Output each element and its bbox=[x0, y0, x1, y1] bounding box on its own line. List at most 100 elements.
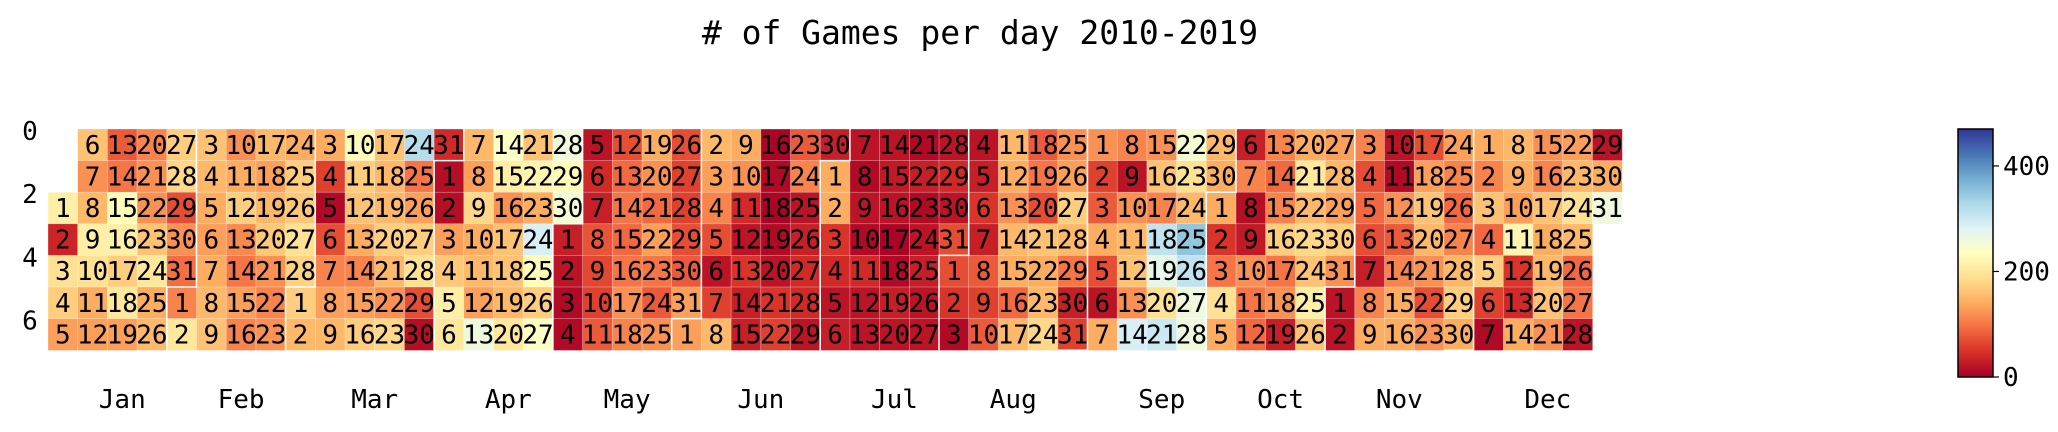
heatmap-cell: 20 bbox=[493, 318, 524, 351]
cell-day-label: 9 bbox=[1124, 162, 1140, 192]
heatmap-cell: 26 bbox=[1443, 191, 1474, 225]
heatmap-cell: 31 bbox=[671, 286, 702, 320]
heatmap-cell: 5 bbox=[968, 160, 1000, 193]
heatmap-cell: 22 bbox=[255, 286, 286, 320]
heatmap-cell: 24 bbox=[1295, 255, 1326, 288]
heatmap-cell: 26 bbox=[790, 223, 821, 257]
cell-day-label: 4 bbox=[1362, 162, 1378, 192]
heatmap-cell: 28 bbox=[166, 160, 197, 193]
cell-day-label: 23 bbox=[522, 194, 553, 224]
cell-day-label: 10 bbox=[730, 162, 761, 192]
heatmap-cell: 5 bbox=[433, 286, 465, 320]
cell-day-label: 29 bbox=[1443, 289, 1474, 319]
cell-day-label: 15 bbox=[879, 162, 910, 192]
heatmap-cell: 16 bbox=[493, 191, 524, 225]
heatmap-cell: 21 bbox=[760, 286, 791, 320]
cell-day-label: 18 bbox=[107, 289, 138, 319]
cell-day-label: 18 bbox=[760, 194, 791, 224]
heatmap-cell: 22 bbox=[1413, 286, 1445, 320]
heatmap-cell: 2 bbox=[552, 255, 584, 288]
cell-day-label: 1 bbox=[827, 162, 843, 192]
cell-day-label: 21 bbox=[1146, 320, 1177, 350]
heatmap-cell: 18 bbox=[107, 286, 138, 320]
heatmap-cell: 11 bbox=[344, 160, 376, 193]
heatmap-cell: 25 bbox=[1176, 223, 1207, 257]
heatmap-cell: 21 bbox=[1413, 255, 1445, 288]
cell-day-label: 7 bbox=[1095, 320, 1111, 350]
heatmap-cell: 4 bbox=[701, 191, 732, 225]
heatmap-cell: 8 bbox=[463, 160, 495, 193]
cell-day-label: 26 bbox=[1176, 257, 1207, 287]
x-tick-label: Mar bbox=[351, 385, 398, 415]
heatmap-cell: 2 bbox=[285, 318, 316, 351]
heatmap-cell: 19 bbox=[255, 191, 286, 225]
heatmap-cell: 7 bbox=[1354, 255, 1386, 288]
cell-day-label: 24 bbox=[1443, 131, 1474, 161]
cell-day-label: 22 bbox=[522, 162, 553, 192]
heatmap-cell: 6 bbox=[1354, 223, 1386, 257]
cell-day-label: 3 bbox=[827, 226, 843, 256]
heatmap-cell: 19 bbox=[1413, 191, 1445, 225]
heatmap-cell: 13 bbox=[849, 318, 880, 351]
heatmap-cell: 31 bbox=[1057, 318, 1088, 351]
heatmap-cell: 14 bbox=[344, 255, 376, 288]
heatmap-cell: 8 bbox=[701, 318, 732, 351]
heatmap-cell: 17 bbox=[1265, 255, 1296, 288]
cell-day-label: 2 bbox=[55, 226, 71, 256]
cell-day-label: 9 bbox=[590, 257, 606, 287]
cell-day-label: 1 bbox=[1095, 131, 1111, 161]
cell-day-label: 30 bbox=[404, 320, 435, 350]
heatmap-cell: 1 bbox=[433, 160, 465, 193]
heatmap-cell: 15 bbox=[611, 223, 643, 257]
heatmap-cell: 22 bbox=[374, 286, 405, 320]
cell-day-label: 30 bbox=[819, 131, 850, 161]
cell-day-label: 25 bbox=[908, 257, 939, 287]
x-tick-label: May bbox=[604, 385, 651, 415]
heatmap-cell: 8 bbox=[968, 255, 1000, 288]
cell-day-label: 24 bbox=[285, 131, 316, 161]
heatmap-cell: 25 bbox=[136, 286, 168, 320]
cell-day-label: 14 bbox=[107, 162, 138, 192]
heatmap-cell: 18 bbox=[374, 160, 405, 193]
heatmap-cell: 20 bbox=[1295, 128, 1326, 162]
x-tick-label: Feb bbox=[218, 385, 265, 415]
heatmap-cell: 11 bbox=[1502, 223, 1534, 257]
cell-day-label: 11 bbox=[1384, 162, 1415, 192]
heatmap-cell: 15 bbox=[730, 318, 762, 351]
cell-day-label: 21 bbox=[255, 257, 286, 287]
cell-day-label: 27 bbox=[1324, 131, 1355, 161]
heatmap-cell: 23 bbox=[136, 223, 168, 257]
cell-day-label: 13 bbox=[998, 194, 1029, 224]
heatmap-cell: 25 bbox=[404, 160, 435, 193]
colorbar-tick-label: 400 bbox=[2003, 152, 2050, 182]
cell-day-label: 29 bbox=[1324, 194, 1355, 224]
heatmap-cell: 14 bbox=[998, 223, 1029, 257]
heatmap-cell: 17 bbox=[493, 223, 524, 257]
cell-day-label: 15 bbox=[493, 162, 524, 192]
cell-day-label: 30 bbox=[938, 194, 969, 224]
cell-day-label: 18 bbox=[374, 162, 405, 192]
cell-day-label: 31 bbox=[166, 257, 197, 287]
cell-day-label: 12 bbox=[1384, 194, 1415, 224]
heatmap-cell: 22 bbox=[760, 318, 791, 351]
cell-day-label: 3 bbox=[1481, 194, 1497, 224]
heatmap-cell: 19 bbox=[374, 191, 405, 225]
cell-day-label: 23 bbox=[908, 194, 939, 224]
cell-day-label: 11 bbox=[344, 162, 375, 192]
heatmap-cell: 29 bbox=[404, 286, 435, 320]
cell-day-label: 19 bbox=[493, 289, 524, 319]
heatmap-cell: 17 bbox=[998, 318, 1029, 351]
cell-day-label: 15 bbox=[1532, 131, 1563, 161]
cell-day-label: 23 bbox=[1295, 226, 1326, 256]
heatmap-cell: 3 bbox=[1087, 191, 1118, 225]
heatmap-cell: 8 bbox=[314, 286, 346, 320]
heatmap-cell: 28 bbox=[938, 128, 970, 162]
cell-day-label: 25 bbox=[641, 320, 672, 350]
cell-day-label: 6 bbox=[1362, 226, 1378, 256]
heatmap-cell: 12 bbox=[849, 286, 880, 320]
cell-day-label: 6 bbox=[1481, 289, 1497, 319]
heatmap-cell: 11 bbox=[1235, 286, 1267, 320]
cell-day-label: 7 bbox=[590, 194, 606, 224]
cell-day-label: 11 bbox=[77, 289, 108, 319]
cell-day-label: 21 bbox=[1295, 162, 1326, 192]
